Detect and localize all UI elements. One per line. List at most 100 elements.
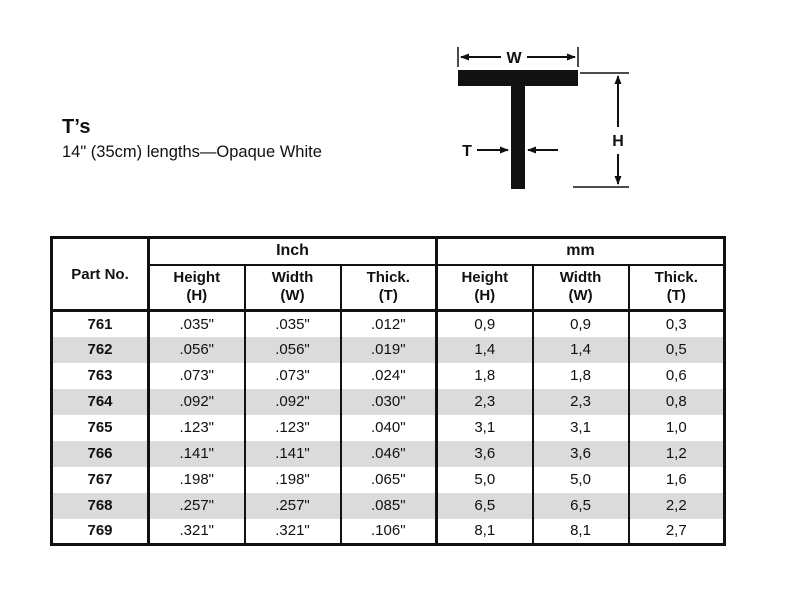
inch-height-cell: .073" (147, 362, 246, 389)
mm-width-cell: 1,4 (531, 336, 630, 363)
part-number-cell: 763 (50, 362, 150, 389)
part-number-cell: 769 (50, 518, 150, 545)
inch-thick-cell: .024" (339, 362, 439, 389)
thickness-dimension-label: T (462, 143, 472, 160)
mm-thick-cell: 1,6 (627, 466, 726, 493)
inch-width-cell: .257" (243, 492, 342, 519)
spec-table: Part No. Inch mm Height (H) Width (W) Th… (50, 236, 727, 546)
inch-height-cell: .257" (147, 492, 246, 519)
page-subtitle: 14" (35cm) lengths—Opaque White (62, 143, 322, 161)
t-flange-shape (458, 70, 578, 86)
part-no-column-header: Part No. (50, 236, 150, 312)
inch-thick-cell: .019" (339, 336, 439, 363)
mm-thick-cell: 0,5 (627, 336, 726, 363)
t-profile-diagram: W H T (457, 47, 629, 189)
inch-width-cell: .073" (243, 362, 342, 389)
column-symbol: (H) (186, 287, 208, 305)
table-row: 765 .123" .123" .040" 3,1 3,1 1,0 (50, 414, 726, 441)
width-dimension-label: W (506, 50, 522, 67)
inch-width-cell: .056" (243, 336, 342, 363)
mm-height-cell: 0,9 (435, 310, 534, 337)
column-symbol: (W) (568, 287, 593, 305)
mm-height-cell: 1,8 (435, 362, 534, 389)
column-symbol: (W) (280, 287, 305, 305)
inch-thick-cell: .085" (339, 492, 439, 519)
column-title: Width (271, 269, 314, 287)
mm-height-cell: 3,1 (435, 414, 534, 441)
part-number-cell: 766 (50, 440, 150, 467)
mm-width-cell: 6,5 (531, 492, 630, 519)
inch-height-cell: .141" (147, 440, 246, 467)
part-number-cell: 764 (50, 388, 150, 415)
inch-height-cell: .321" (147, 518, 246, 545)
mm-thick-cell: 0,6 (627, 362, 726, 389)
inch-height-cell: .035" (147, 310, 246, 337)
mm-group-header: mm (435, 236, 726, 266)
inch-height-column-header: Height (H) (147, 263, 246, 312)
column-title: Thick. (654, 269, 698, 287)
inch-height-cell: .123" (147, 414, 246, 441)
mm-width-cell: 5,0 (531, 466, 630, 493)
table-row: 769 .321" .321" .106" 8,1 8,1 2,7 (50, 518, 726, 545)
inch-width-cell: .092" (243, 388, 342, 415)
part-number-cell: 762 (50, 336, 150, 363)
mm-height-cell: 3,6 (435, 440, 534, 467)
height-dimension-label: H (612, 133, 624, 150)
mm-width-cell: 3,6 (531, 440, 630, 467)
mm-height-cell: 1,4 (435, 336, 534, 363)
table-row: 766 .141" .141" .046" 3,6 3,6 1,2 (50, 440, 726, 467)
mm-width-cell: 1,8 (531, 362, 630, 389)
t-stem-shape (511, 86, 525, 189)
inch-group-header: Inch (147, 236, 439, 266)
inch-height-cell: .198" (147, 466, 246, 493)
table-row: 768 .257" .257" .085" 6,5 6,5 2,2 (50, 492, 726, 519)
mm-thick-cell: 2,2 (627, 492, 726, 519)
mm-thick-cell: 0,8 (627, 388, 726, 415)
inch-thick-cell: .065" (339, 466, 439, 493)
inch-thick-cell: .046" (339, 440, 439, 467)
table-row: 761 .035" .035" .012" 0,9 0,9 0,3 (50, 310, 726, 337)
column-symbol: (T) (666, 287, 686, 305)
mm-thick-cell: 2,7 (627, 518, 726, 545)
column-title: Height (173, 269, 221, 287)
inch-thick-cell: .030" (339, 388, 439, 415)
part-number-cell: 767 (50, 466, 150, 493)
table-row: 763 .073" .073" .024" 1,8 1,8 0,6 (50, 362, 726, 389)
title-block: T’s 14" (35cm) lengths—Opaque White (62, 116, 322, 162)
column-symbol: (T) (378, 287, 398, 305)
inch-width-cell: .321" (243, 518, 342, 545)
part-number-cell: 768 (50, 492, 150, 519)
spec-table-body: 761 .035" .035" .012" 0,9 0,9 0,3 762 .0… (50, 310, 726, 545)
mm-height-column-header: Height (H) (435, 263, 534, 312)
page-title: T’s (62, 116, 91, 138)
sub-header-row: Height (H) Width (W) Thick. (T) Height (… (52, 263, 726, 312)
part-number-cell: 761 (50, 310, 150, 337)
inch-width-cell: .035" (243, 310, 342, 337)
mm-height-cell: 6,5 (435, 492, 534, 519)
inch-width-cell: .198" (243, 466, 342, 493)
inch-thick-cell: .012" (339, 310, 439, 337)
inch-width-cell: .123" (243, 414, 342, 441)
inch-thick-cell: .106" (339, 518, 439, 545)
inch-height-cell: .092" (147, 388, 246, 415)
mm-width-cell: 0,9 (531, 310, 630, 337)
part-number-cell: 765 (50, 414, 150, 441)
column-symbol: (H) (474, 287, 496, 305)
mm-height-cell: 8,1 (435, 518, 534, 545)
mm-width-cell: 3,1 (531, 414, 630, 441)
table-row: 767 .198" .198" .065" 5,0 5,0 1,6 (50, 466, 726, 493)
unit-group-row: Part No. Inch mm (50, 236, 726, 312)
column-title: Height (461, 269, 509, 287)
mm-width-cell: 8,1 (531, 518, 630, 545)
inch-height-cell: .056" (147, 336, 246, 363)
inch-thick-cell: .040" (339, 414, 439, 441)
inch-thick-column-header: Thick. (T) (339, 263, 439, 312)
table-row: 764 .092" .092" .030" 2,3 2,3 0,8 (50, 388, 726, 415)
mm-width-column-header: Width (W) (531, 263, 630, 312)
column-title: Width (559, 269, 602, 287)
inch-width-cell: .141" (243, 440, 342, 467)
mm-height-cell: 5,0 (435, 466, 534, 493)
mm-height-cell: 2,3 (435, 388, 534, 415)
table-row: 762 .056" .056" .019" 1,4 1,4 0,5 (50, 336, 726, 363)
